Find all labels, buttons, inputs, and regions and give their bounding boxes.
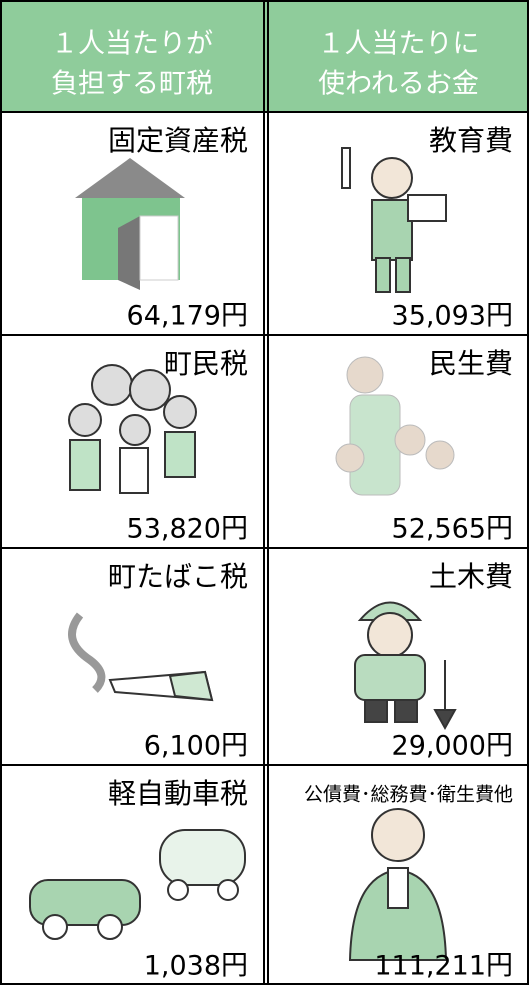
cell-amount: 53,820円	[127, 514, 248, 545]
cell-label: 民生費	[429, 347, 513, 380]
cell-amount: 1,038円	[144, 951, 248, 982]
cell-label: 町民税	[164, 347, 248, 380]
header-text: １人当たりが	[51, 29, 213, 60]
cell-label: 軽自動車税	[108, 777, 248, 810]
header-text: 使われるお金	[318, 69, 479, 100]
teacher-icon	[341, 147, 447, 293]
cell-amount: 52,565円	[392, 514, 513, 545]
cell-amount: 6,100円	[144, 731, 248, 762]
car-icon	[29, 829, 246, 940]
worker-icon	[354, 601, 457, 731]
cell-label: 土木費	[429, 560, 513, 593]
cell-amount: 64,179円	[127, 301, 248, 332]
cell-label: 教育費	[429, 124, 513, 157]
office-worker-icon	[348, 808, 448, 961]
house-icon	[75, 158, 185, 290]
cell-amount: 111,211円	[374, 951, 513, 982]
family-icon	[68, 364, 197, 494]
cell-amount: 29,000円	[392, 731, 513, 762]
care-icon	[335, 356, 455, 496]
cell-label: 町たばこ税	[108, 560, 248, 593]
cell-amount: 35,093円	[392, 301, 513, 332]
cigarette-icon	[68, 612, 214, 702]
header-text: １人当たりに	[318, 29, 480, 60]
header-text: 負担する町税	[51, 69, 213, 100]
cell-label: 固定資産税	[108, 124, 248, 157]
cell-label: 公債費･総務費･衛生費他	[304, 784, 513, 806]
